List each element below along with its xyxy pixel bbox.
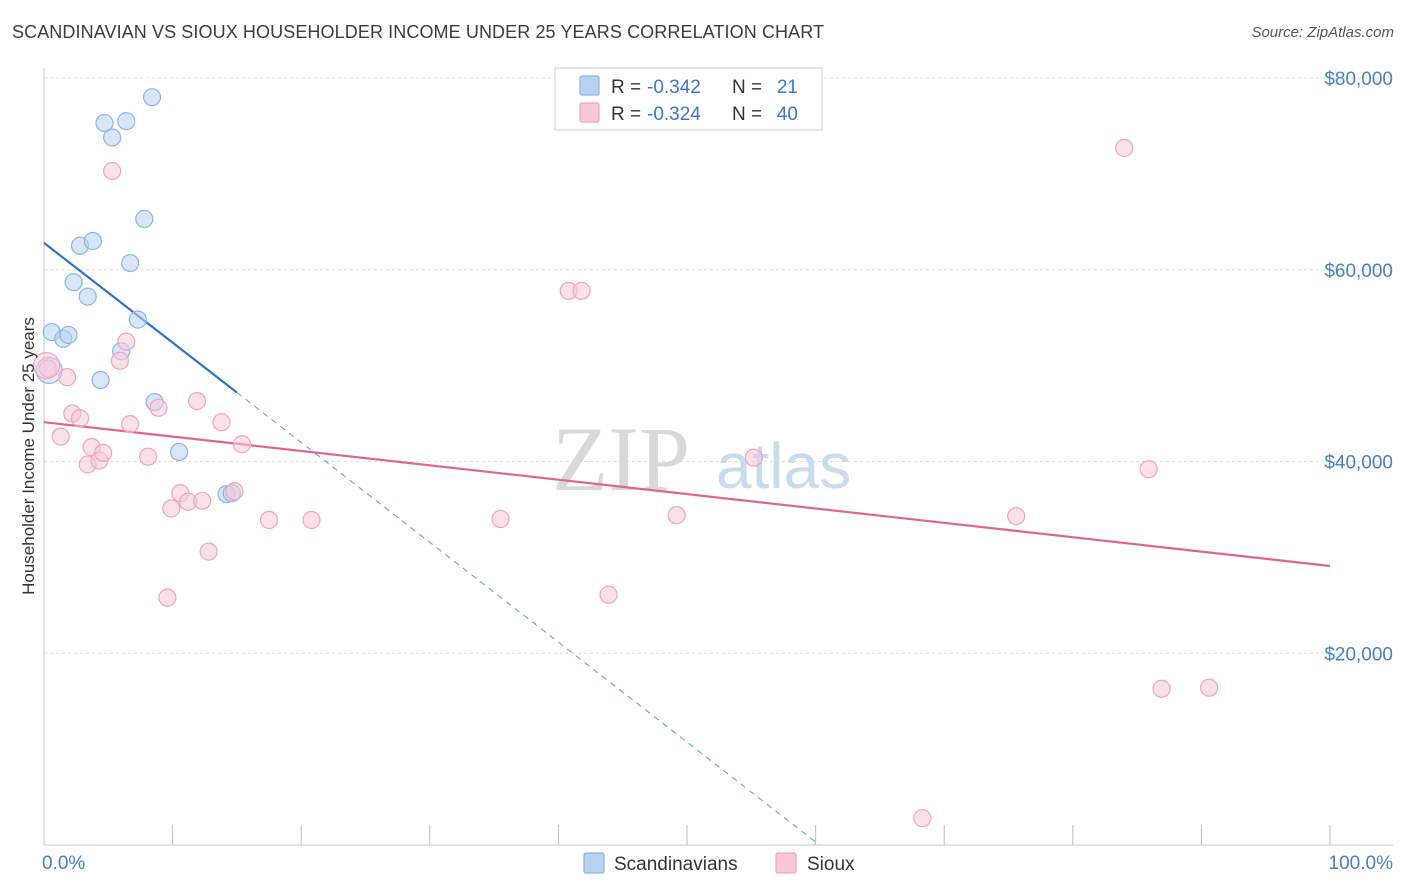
point-sioux-9 (103, 161, 122, 181)
x-tick-max: 100.0% (1329, 853, 1394, 874)
stats-n-label-scandinavians: N = (732, 77, 762, 98)
x-tick-min: 0.0% (42, 853, 85, 874)
point-sioux-22 (212, 413, 231, 432)
y-tick-label-80000: $80,000 (1324, 69, 1393, 90)
point-scandinavians-17 (169, 442, 189, 462)
point-scandinavians-6 (83, 231, 102, 251)
point-sioux-1 (51, 427, 70, 446)
point-sioux-30 (599, 585, 618, 604)
trendline-sioux (43, 421, 1331, 568)
legend-label-sioux: Sioux (807, 854, 855, 875)
point-sioux-16 (162, 499, 181, 518)
point-sioux-26 (302, 510, 321, 530)
point-sioux-25 (259, 510, 279, 530)
point-sioux-14 (149, 398, 168, 417)
point-sioux-38 (1200, 678, 1219, 697)
stats-n-label-sioux: N = (732, 104, 762, 125)
source-label: Source: ZipAtlas.com (1251, 24, 1394, 41)
legend-label-scandinavians: Scandinavians (614, 854, 738, 875)
point-scandinavians-14 (135, 209, 154, 229)
point-sioux-13 (139, 447, 158, 466)
stats-r-label-sioux: R = (611, 104, 641, 125)
series-legend: Scandinavians Sioux (583, 852, 855, 875)
axes (43, 68, 1393, 846)
point-sioux-27 (491, 509, 510, 529)
point-sioux-11 (117, 332, 136, 351)
point-sioux-4 (70, 409, 90, 428)
trendlines (43, 242, 1331, 846)
stats-swatch-sioux (579, 102, 600, 123)
stats-n-value-sioux: 40 (777, 104, 798, 125)
point-sioux-15 (158, 588, 177, 607)
point-scandinavians-8 (95, 113, 114, 133)
point-sioux-31 (667, 506, 686, 525)
point-sioux-32 (744, 448, 763, 467)
point-sioux-23 (225, 482, 244, 501)
stats-legend: R = -0.342 N = 21 R = -0.324 N = 40 (554, 67, 823, 131)
stats-r-value-scandinavians: -0.342 (647, 77, 701, 98)
stats-swatch-scandinavians (579, 75, 600, 96)
point-scandinavians-9 (103, 128, 122, 147)
point-sioux-20 (193, 491, 212, 510)
point-scandinavians-11 (117, 112, 136, 131)
point-sioux-10 (110, 351, 129, 370)
stats-r-value-sioux: -0.324 (647, 104, 701, 125)
data-points (32, 88, 1219, 828)
legend-swatch-scandinavians (583, 852, 605, 874)
chart-title: SCANDINAVIAN VS SIOUX HOUSEHOLDER INCOME… (12, 22, 825, 42)
point-sioux-24 (232, 435, 252, 454)
point-sioux-33 (913, 809, 932, 828)
point-scandinavians-13 (128, 310, 147, 329)
point-sioux-36 (1139, 460, 1158, 479)
point-sioux-2 (58, 368, 77, 387)
stats-n-value-scandinavians: 21 (777, 77, 798, 98)
point-sioux-29 (572, 281, 591, 300)
point-scandinavians-2 (59, 325, 78, 345)
legend-swatch-sioux (775, 852, 797, 874)
watermark-atlas: atlas (716, 430, 851, 502)
point-sioux-39 (32, 352, 61, 380)
point-sioux-35 (1115, 138, 1134, 158)
point-sioux-21 (199, 542, 218, 561)
point-scandinavians-7 (91, 370, 110, 390)
point-sioux-12 (121, 415, 140, 434)
point-sioux-8 (94, 443, 113, 462)
watermark: ZIP atlas (552, 408, 851, 510)
y-tick-labels: $20,000 $40,000 $60,000 $80,000 (1324, 69, 1393, 665)
point-scandinavians-12 (121, 253, 140, 273)
point-scandinavians-5 (78, 287, 97, 306)
y-tick-label-40000: $40,000 (1324, 453, 1393, 474)
point-sioux-19 (187, 391, 207, 411)
point-sioux-34 (1007, 507, 1026, 526)
y-axis-title: Householder Income Under 25 years (19, 317, 38, 595)
gridlines (44, 77, 1393, 654)
point-sioux-37 (1152, 679, 1171, 698)
point-scandinavians-15 (142, 88, 162, 107)
watermark-zip: ZIP (552, 408, 690, 510)
y-tick-label-20000: $20,000 (1324, 644, 1393, 665)
stats-r-label-scandinavians: R = (611, 77, 641, 98)
point-scandinavians-3 (64, 273, 83, 292)
trendline-extension-scandinavians (236, 392, 820, 846)
point-sioux-0 (38, 359, 57, 378)
y-tick-label-60000: $60,000 (1324, 261, 1393, 282)
